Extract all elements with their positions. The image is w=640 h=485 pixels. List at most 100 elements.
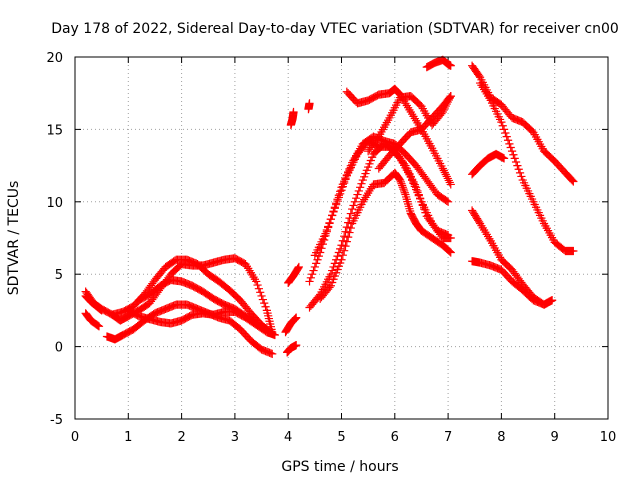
data-point <box>337 255 346 264</box>
y-tick-label: 0 <box>55 341 63 356</box>
series-arc-12 <box>304 99 314 114</box>
data-point <box>506 143 515 152</box>
data-point <box>326 215 335 224</box>
data-point <box>442 196 451 205</box>
series-arc-10 <box>283 341 301 357</box>
data-point <box>364 162 373 172</box>
data-point <box>352 194 361 203</box>
series-arc-9 <box>281 313 301 337</box>
data-point <box>502 132 511 141</box>
x-tick-label: 1 <box>124 430 132 445</box>
data-point <box>341 242 350 251</box>
data-point <box>341 227 350 236</box>
data-point <box>294 263 303 273</box>
data-point <box>505 139 514 148</box>
data-point <box>337 241 346 250</box>
data-point <box>569 177 578 186</box>
data-point <box>334 262 343 271</box>
x-tick-label: 9 <box>551 430 559 445</box>
x-tick-label: 0 <box>71 430 79 445</box>
data-point <box>330 204 339 213</box>
data-marks <box>81 55 578 358</box>
y-tick-label: 20 <box>46 51 63 66</box>
data-point <box>326 281 335 290</box>
data-point <box>310 262 319 272</box>
data-point <box>306 273 315 282</box>
series-arc-2 <box>81 309 104 331</box>
data-point <box>406 173 415 182</box>
data-point <box>356 183 365 192</box>
data-point <box>515 168 525 177</box>
data-point <box>262 325 271 334</box>
data-point <box>497 118 506 127</box>
data-point <box>446 233 455 243</box>
series-arc-7 <box>134 275 271 334</box>
data-point <box>446 91 455 101</box>
data-point <box>344 218 353 227</box>
data-point <box>569 246 578 256</box>
series-arc-16 <box>316 168 455 303</box>
series-arc-4 <box>108 254 277 337</box>
data-point <box>337 186 346 195</box>
data-point <box>332 268 341 277</box>
data-point <box>340 246 349 255</box>
data-point <box>336 189 345 198</box>
data-point <box>499 125 509 134</box>
data-point <box>410 182 419 191</box>
data-point <box>350 197 359 206</box>
data-point <box>330 271 339 281</box>
series-arc-8 <box>284 262 303 287</box>
y-tick-label: 5 <box>55 268 63 283</box>
data-point <box>511 157 521 167</box>
data-point <box>365 159 374 168</box>
data-point <box>414 191 423 200</box>
data-point <box>328 211 337 220</box>
data-point <box>268 349 277 358</box>
data-point <box>338 182 347 191</box>
data-point <box>517 172 526 181</box>
y-axis-label: SDTVAR / TECUs <box>6 181 22 296</box>
data-point <box>321 229 330 238</box>
data-point <box>345 228 354 237</box>
data-point <box>336 258 345 268</box>
data-point <box>333 196 342 206</box>
data-point <box>409 179 418 188</box>
data-point <box>329 207 338 217</box>
data-point <box>338 236 347 245</box>
data-point <box>348 204 357 214</box>
data-point <box>412 185 421 194</box>
data-point <box>261 302 270 311</box>
x-tick-label: 6 <box>391 430 399 445</box>
data-point <box>416 194 425 203</box>
x-tick-label: 5 <box>337 430 345 445</box>
data-point <box>270 330 279 340</box>
data-point <box>349 201 358 210</box>
data-point <box>291 314 300 323</box>
data-point <box>499 154 509 163</box>
data-point <box>353 190 362 199</box>
axis-tick-labels: 0 1 2 3 4 5 6 7 8 9 10 -5 0 5 10 15 20 <box>46 51 616 445</box>
data-point <box>338 251 347 260</box>
chart-title: Day 178 of 2022, Sidereal Day-to-day VTE… <box>51 21 619 37</box>
data-point <box>507 147 517 156</box>
data-point <box>446 61 455 70</box>
y-tick-label: -5 <box>50 413 63 428</box>
data-point <box>354 186 363 196</box>
data-point <box>254 284 263 293</box>
data-point <box>446 180 455 189</box>
data-point <box>256 288 265 297</box>
data-point <box>340 178 349 188</box>
data-point <box>260 299 269 308</box>
data-point <box>93 321 103 330</box>
data-point <box>325 283 334 292</box>
data-point <box>341 175 350 184</box>
data-point <box>360 172 369 181</box>
x-tick-label: 10 <box>600 430 617 445</box>
data-point <box>305 99 314 108</box>
series-arc-15 <box>310 136 455 260</box>
data-point <box>501 128 510 138</box>
data-point <box>334 193 343 202</box>
series-arc-17 <box>342 84 455 189</box>
data-point <box>313 255 322 264</box>
data-point <box>357 179 366 188</box>
